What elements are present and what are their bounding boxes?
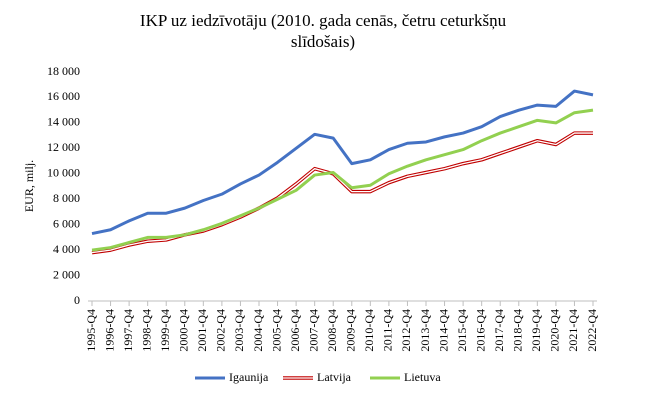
x-tick-label: 2000-Q4 — [177, 309, 191, 352]
x-tick-label: 1998-Q4 — [139, 309, 153, 352]
x-tick-label: 2008-Q4 — [325, 309, 339, 352]
y-tick-label: 2 000 — [53, 267, 80, 281]
x-tick-label: 2015-Q4 — [455, 309, 469, 352]
legend-label: Latvija — [317, 370, 352, 384]
x-tick-label: 2004-Q4 — [251, 309, 265, 352]
y-tick-label: 10 000 — [47, 166, 80, 180]
y-tick-label: 18 000 — [47, 64, 80, 78]
x-tick-label: 2018-Q4 — [511, 309, 525, 352]
series-line — [91, 108, 594, 252]
y-tick-label: 16 000 — [47, 89, 80, 103]
x-tick-label: 2003-Q4 — [232, 309, 246, 352]
series-line — [91, 89, 594, 236]
y-tick-label: 14 000 — [47, 115, 80, 129]
x-tick-label: 2009-Q4 — [344, 309, 358, 352]
x-tick-label: 2022-Q4 — [585, 309, 599, 352]
y-axis-label: EUR, milj. — [22, 160, 36, 212]
x-tick-label: 2011-Q4 — [381, 309, 395, 351]
chart-title: IKP uz iedzīvotāju (2010. gada cenās, če… — [140, 11, 507, 30]
y-tick-label: 4 000 — [53, 242, 80, 256]
x-tick-label: 2010-Q4 — [362, 309, 376, 352]
x-tick-label: 2016-Q4 — [473, 309, 487, 352]
x-tick-label: 2006-Q4 — [288, 309, 302, 352]
x-tick-label: 2021-Q4 — [566, 309, 580, 352]
x-tick-label: 1997-Q4 — [121, 309, 135, 352]
x-tick-label: 2007-Q4 — [306, 309, 320, 352]
x-tick-label: 2002-Q4 — [214, 309, 228, 352]
x-tick-label: 1999-Q4 — [158, 309, 172, 352]
x-tick-label: 2017-Q4 — [492, 309, 506, 352]
y-tick-label: 12 000 — [47, 140, 80, 154]
x-tick-label: 1995-Q4 — [84, 309, 98, 352]
x-tick-label: 1996-Q4 — [102, 309, 116, 352]
y-tick-label: 0 — [74, 293, 80, 307]
x-tick-label: 2012-Q4 — [399, 309, 413, 352]
y-tick-label: 6 000 — [53, 216, 80, 230]
y-tick-label: 8 000 — [53, 191, 80, 205]
x-tick-label: 2014-Q4 — [436, 309, 450, 352]
x-tick-label: 2020-Q4 — [548, 309, 562, 352]
x-tick-label: 2005-Q4 — [269, 309, 283, 352]
x-tick-label: 2019-Q4 — [529, 309, 543, 352]
chart-title: slīdošais) — [291, 32, 355, 51]
x-tick-label: 2001-Q4 — [195, 309, 209, 352]
legend-label: Lietuva — [404, 370, 441, 384]
x-tick-label: 2013-Q4 — [418, 309, 432, 352]
legend-label: Igaunija — [229, 370, 269, 384]
